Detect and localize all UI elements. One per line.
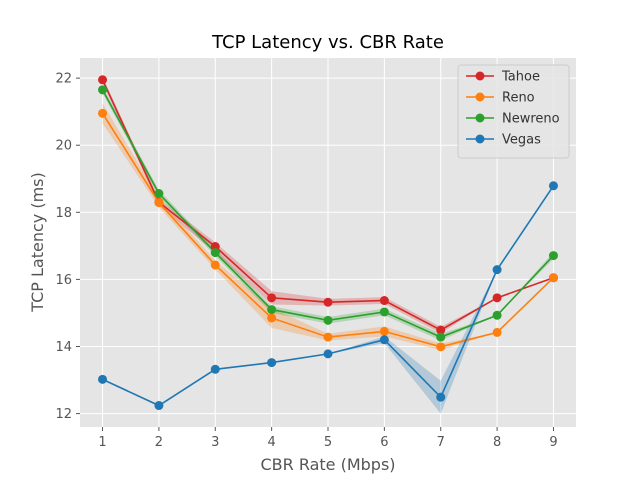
y-tick-label: 22 — [55, 72, 72, 87]
point-reno — [436, 342, 446, 352]
point-tahoe — [379, 296, 389, 306]
point-newreno — [267, 305, 277, 315]
point-newreno — [548, 251, 558, 261]
legend-marker — [475, 134, 485, 144]
x-tick-label: 3 — [211, 435, 219, 450]
point-vegas — [210, 364, 220, 374]
y-ticks: 12 14 16 18 20 22 — [55, 72, 80, 422]
point-reno — [379, 326, 389, 336]
x-tick-label: 1 — [98, 435, 106, 450]
point-tahoe — [98, 75, 108, 85]
legend-label: Vegas — [502, 133, 541, 148]
legend-marker — [475, 92, 485, 102]
y-tick-label: 12 — [55, 407, 72, 422]
point-newreno — [492, 310, 502, 320]
point-vegas — [323, 349, 333, 359]
legend-marker — [475, 113, 485, 123]
x-tick-label: 2 — [155, 435, 163, 450]
point-tahoe — [323, 297, 333, 307]
point-vegas — [379, 335, 389, 345]
point-newreno — [154, 189, 164, 199]
point-vegas — [267, 358, 277, 368]
point-newreno — [98, 85, 108, 95]
legend-label: Reno — [502, 91, 535, 106]
y-tick-label: 16 — [55, 273, 72, 288]
point-reno — [267, 313, 277, 323]
point-reno — [98, 108, 108, 118]
x-tick-label: 9 — [549, 435, 557, 450]
y-tick-label: 18 — [55, 206, 72, 221]
x-tick-label: 4 — [267, 435, 275, 450]
point-reno — [154, 198, 164, 208]
y-tick-label: 14 — [55, 340, 72, 355]
point-reno — [492, 327, 502, 337]
point-vegas — [548, 181, 558, 191]
x-tick-label: 7 — [437, 435, 445, 450]
x-tick-label: 6 — [380, 435, 388, 450]
point-tahoe — [492, 293, 502, 303]
legend-label: Tahoe — [501, 70, 540, 85]
point-newreno — [323, 315, 333, 325]
point-tahoe — [436, 325, 446, 335]
x-tick-label: 5 — [324, 435, 332, 450]
legend-marker — [475, 71, 485, 81]
point-reno — [548, 273, 558, 283]
point-tahoe — [267, 293, 277, 303]
y-tick-label: 20 — [55, 139, 72, 154]
point-vegas — [154, 401, 164, 411]
x-ticks: 1 2 3 4 5 6 7 8 9 — [98, 427, 558, 450]
x-axis-label: CBR Rate (Mbps) — [260, 455, 395, 474]
legend-label: Newreno — [502, 112, 560, 127]
point-reno — [323, 332, 333, 342]
chart-title: TCP Latency vs. CBR Rate — [211, 32, 444, 53]
point-newreno — [436, 332, 446, 342]
legend: Tahoe Reno Newreno Vegas — [457, 64, 570, 159]
point-newreno — [379, 307, 389, 317]
y-axis-label: TCP Latency (ms) — [28, 172, 47, 312]
point-vegas — [492, 265, 502, 275]
point-newreno — [210, 248, 220, 258]
x-tick-label: 8 — [493, 435, 501, 450]
point-reno — [210, 260, 220, 270]
point-vegas — [436, 392, 446, 402]
series-points — [98, 75, 558, 411]
point-vegas — [98, 374, 108, 384]
legend-box — [457, 64, 570, 159]
